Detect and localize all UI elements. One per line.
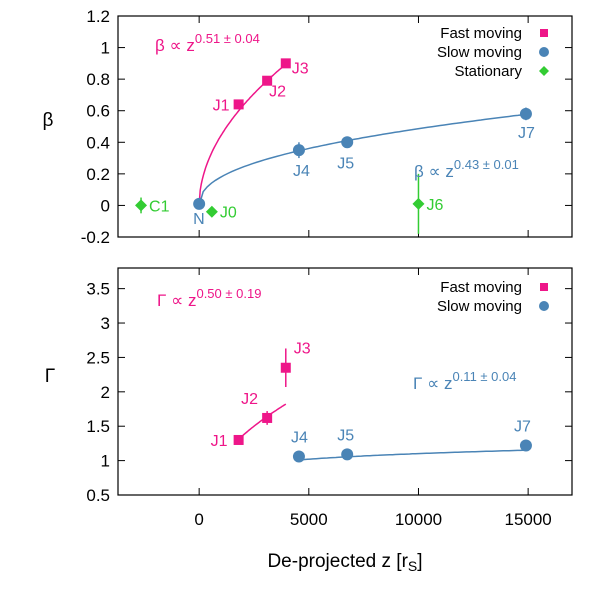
beta-point-label-J6: J6: [426, 197, 443, 214]
gamma-panel: 0.5 1 1.5 2 2.5 3 3.5 0 5000 10000 15000 J1 J2 J3 J4…: [45, 267, 573, 529]
gamma-legend-swatch: [539, 301, 549, 311]
x-tick-label: 5000: [290, 510, 328, 529]
beta-point-label-J5: J5: [337, 155, 354, 172]
gamma-point-label-J3: J3: [294, 341, 311, 358]
gamma-slow-fit-base: Γ ∝ z: [413, 374, 452, 393]
gamma-data-points: J1 J2 J3 J4 J5 J7: [211, 341, 532, 463]
beta-slow-fit-base: β ∝ z: [414, 162, 454, 181]
beta-slow-fit-curve: [198, 113, 526, 206]
beta-point-label-C1: C1: [149, 198, 170, 215]
beta-point-label-J4: J4: [293, 163, 310, 180]
beta-y-tick-label: 1.2: [86, 7, 110, 26]
gamma-y-ticks: 0.5 1 1.5 2 2.5 3 3.5: [86, 280, 572, 505]
gamma-legend-label: Slow moving: [437, 298, 522, 315]
gamma-point-label-J5: J5: [337, 427, 354, 444]
gamma-y-tick-label: 1: [101, 452, 110, 471]
gamma-y-tick-label: 0.5: [86, 486, 110, 505]
beta-legend: Fast moving Slow moving Stationary: [437, 25, 549, 80]
beta-y-tick-label: 0.4: [86, 133, 110, 152]
beta-legend-swatch: [539, 66, 549, 76]
x-axis-label-main: De-projected z [r: [267, 551, 408, 572]
gamma-y-tick-label: 3: [101, 314, 110, 333]
gamma-y-tick-label: 2.5: [86, 348, 110, 367]
gamma-point-J3: [280, 362, 291, 373]
beta-point-label-J7: J7: [518, 125, 535, 142]
gamma-legend: Fast moving Slow moving: [437, 279, 549, 315]
beta-data-points: J1 J2 J3 N J4 J5 J7 C1 J0 J6: [135, 58, 535, 234]
gamma-point-J2: [262, 412, 273, 423]
beta-legend-label: Stationary: [454, 63, 522, 80]
beta-legend-label: Fast moving: [440, 25, 522, 42]
x-axis-label: De-projected z [rS]: [267, 551, 422, 574]
beta-point-J4: [292, 144, 305, 157]
beta-point-label-N: N: [193, 211, 205, 228]
x-tick-label: 0: [194, 510, 203, 529]
beta-y-tick-label: 0.8: [86, 70, 110, 89]
beta-point-C1: [135, 199, 148, 212]
gamma-legend-label: Fast moving: [440, 279, 522, 296]
beta-point-label-J1: J1: [213, 97, 230, 114]
beta-y-ticks: -0.2 0 0.2 0.4 0.6 0.8 1 1.2: [81, 7, 572, 247]
beta-legend-label: Slow moving: [437, 44, 522, 61]
beta-y-tick-label: 0: [101, 196, 110, 215]
beta-point-label-J2: J2: [269, 84, 286, 101]
x-axis-label-subscript: S: [408, 558, 417, 574]
beta-y-tick-label: 1: [101, 39, 110, 58]
beta-point-J6: [412, 197, 425, 210]
x-tick-label: 10000: [395, 510, 442, 529]
beta-fast-fit-annotation: β ∝ z0.51 ± 0.04: [155, 31, 260, 55]
gamma-point-J1: [233, 434, 244, 445]
beta-point-label-J3: J3: [292, 60, 309, 77]
gamma-x-ticks: 0 5000 10000 15000: [194, 268, 552, 529]
beta-y-tick-label: -0.2: [81, 228, 110, 247]
beta-fast-fit-base: β ∝ z: [155, 36, 195, 55]
gamma-fit-curves: [238, 403, 526, 461]
beta-point-J3: [280, 58, 291, 69]
beta-point-J7: [519, 107, 532, 120]
beta-point-N: [193, 197, 206, 210]
beta-slow-fit-exponent: 0.43 ± 0.01: [454, 157, 519, 172]
gamma-y-tick-label: 2: [101, 383, 110, 402]
beta-fit-curves: [198, 63, 526, 206]
gamma-slow-fit-exponent: 0.11 ± 0.04: [452, 369, 516, 384]
gamma-fast-fit-exponent: 0.50 ± 0.19: [196, 286, 261, 301]
beta-point-J2: [262, 75, 273, 86]
gamma-point-label-J7: J7: [514, 418, 531, 435]
beta-point-J1: [233, 99, 244, 110]
gamma-point-J7: [519, 439, 532, 452]
beta-fast-fit-exponent: 0.51 ± 0.04: [195, 31, 260, 46]
gamma-plot-frame: [117, 267, 573, 496]
x-axis-label-end: ]: [417, 551, 422, 572]
gamma-point-label-J1: J1: [211, 433, 228, 450]
gamma-slow-fit-annotation: Γ ∝ z0.11 ± 0.04: [413, 369, 516, 393]
gamma-point-J4: [292, 450, 305, 463]
gamma-point-J5: [341, 448, 354, 461]
beta-legend-swatch: [540, 29, 548, 37]
beta-point-J0: [205, 205, 218, 218]
beta-plot-frame: [117, 15, 573, 238]
gamma-slow-fit-curve: [298, 449, 526, 461]
gamma-y-axis-label: Γ: [45, 366, 55, 387]
beta-legend-swatch: [539, 47, 549, 57]
beta-y-tick-label: 0.2: [86, 165, 110, 184]
x-tick-label: 15000: [504, 510, 551, 529]
beta-point-label-J0: J0: [220, 205, 237, 222]
gamma-legend-swatch: [540, 283, 548, 291]
gamma-fast-fit-annotation: Γ ∝ z0.50 ± 0.19: [157, 286, 261, 310]
gamma-fast-fit-base: Γ ∝ z: [157, 291, 196, 310]
beta-point-J5: [341, 136, 354, 149]
beta-slow-fit-annotation: β ∝ z0.43 ± 0.01: [414, 157, 519, 181]
gamma-point-label-J2: J2: [241, 391, 258, 408]
gamma-point-label-J4: J4: [291, 429, 308, 446]
gamma-y-tick-label: 3.5: [86, 280, 110, 299]
beta-y-tick-label: 0.6: [86, 102, 110, 121]
gamma-y-tick-label: 1.5: [86, 417, 110, 436]
beta-y-axis-label: β: [43, 110, 54, 131]
